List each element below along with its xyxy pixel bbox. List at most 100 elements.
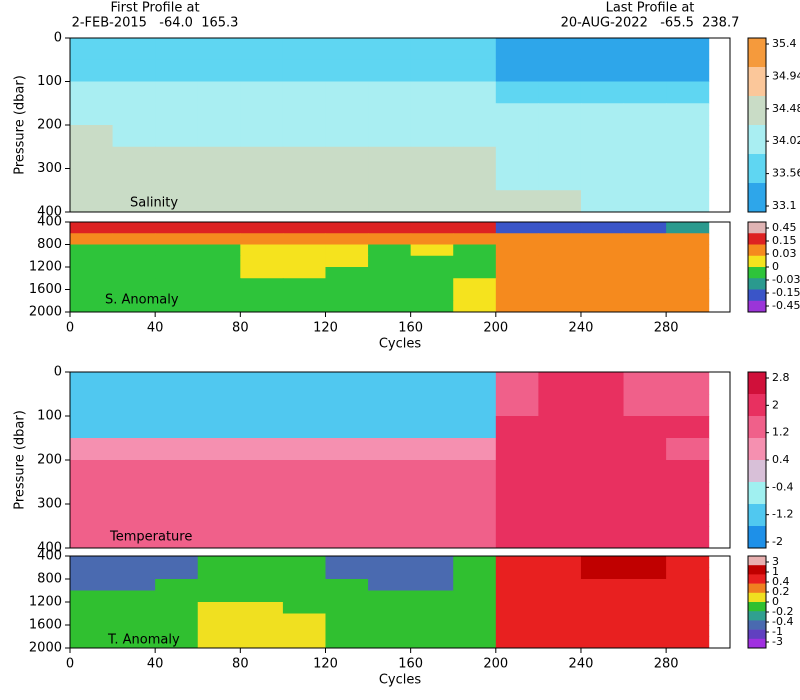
x-tick-label: 280 [654,321,679,336]
colorbar-label: 34.02 [772,134,800,147]
cell [580,504,625,527]
colorbar-label: 3 [772,555,779,568]
cell [240,590,284,603]
cell [410,556,454,568]
last-profile-title: Last Profile at [606,1,695,16]
cell [70,300,114,312]
cell [666,255,710,268]
y-tick-label: 200 [37,118,62,133]
cell [623,567,667,580]
cell [538,567,582,580]
cell [666,590,710,603]
cell [282,625,326,637]
cell [623,300,667,312]
cell [112,146,156,169]
cell [70,38,114,61]
cell [112,567,156,580]
colorbar-band [748,278,766,290]
cell [538,579,582,591]
cell [240,146,284,169]
cell [325,460,369,483]
cell [155,222,199,234]
colorbar-band [748,372,766,395]
y-tick-label: 800 [37,237,62,252]
cell [666,168,710,191]
cell [112,602,156,614]
cell [410,504,454,527]
cell [368,613,412,626]
cell [666,244,710,257]
cell [155,567,199,580]
cell [623,103,667,126]
cell [325,278,369,290]
cell [623,590,667,603]
colorbar-label: 0.2 [772,585,790,598]
cell [325,103,369,126]
colorbar-band [748,244,766,257]
cell [623,460,667,483]
cell [666,636,710,648]
cell [538,38,582,61]
cell [580,567,625,580]
colorbar-band [748,255,766,268]
cell [453,567,497,580]
cell [538,416,582,439]
cell [70,579,114,591]
cell [197,222,241,234]
cell [112,168,156,191]
cell [623,146,667,169]
cell [580,125,625,148]
colorbar-label: -1.2 [772,508,793,521]
cell [410,244,454,257]
cell [197,438,241,461]
cell [155,504,199,527]
cell [410,636,454,648]
cell [282,38,326,61]
cell [197,59,241,82]
cell [666,267,710,279]
cell [240,38,284,61]
colorbar-band [748,565,766,575]
cell [580,190,625,212]
colorbar-band [748,183,766,213]
cell [155,602,199,614]
cell [70,526,114,548]
cell [155,168,199,191]
cell [495,255,539,268]
cell [495,460,539,483]
cell [240,125,284,148]
y-tick-label: 1200 [29,260,62,275]
y-tick-label: 1600 [29,282,62,297]
cell [325,556,369,568]
cell [368,636,412,648]
cell [197,125,241,148]
cell [282,482,326,505]
cell [155,636,199,648]
colorbar-band [748,154,766,184]
x-tick-label: 200 [483,321,508,336]
cell [623,190,667,212]
y-tick-label: 0 [54,365,62,380]
y-axis-label: Pressure (dbar) [13,410,28,510]
y-tick-label: 100 [37,409,62,424]
panel-label: Temperature [109,530,192,545]
cell [325,567,369,580]
cell [623,526,667,548]
colorbar-band [748,300,766,313]
cell [453,625,497,637]
x-tick-label: 40 [147,321,164,336]
cell [240,625,284,637]
colorbar-label: 0.03 [772,247,797,260]
cell [623,438,667,461]
cell [666,579,710,591]
cell [410,103,454,126]
y-tick-label: 400 [37,541,62,556]
cell [410,81,454,104]
x-tick-label: 160 [398,657,423,672]
cell [70,590,114,603]
colorbar-label: -3 [772,635,783,648]
colorbar-label: 1.2 [772,426,790,439]
cell [70,125,114,148]
cell [410,289,454,302]
cell [368,482,412,505]
